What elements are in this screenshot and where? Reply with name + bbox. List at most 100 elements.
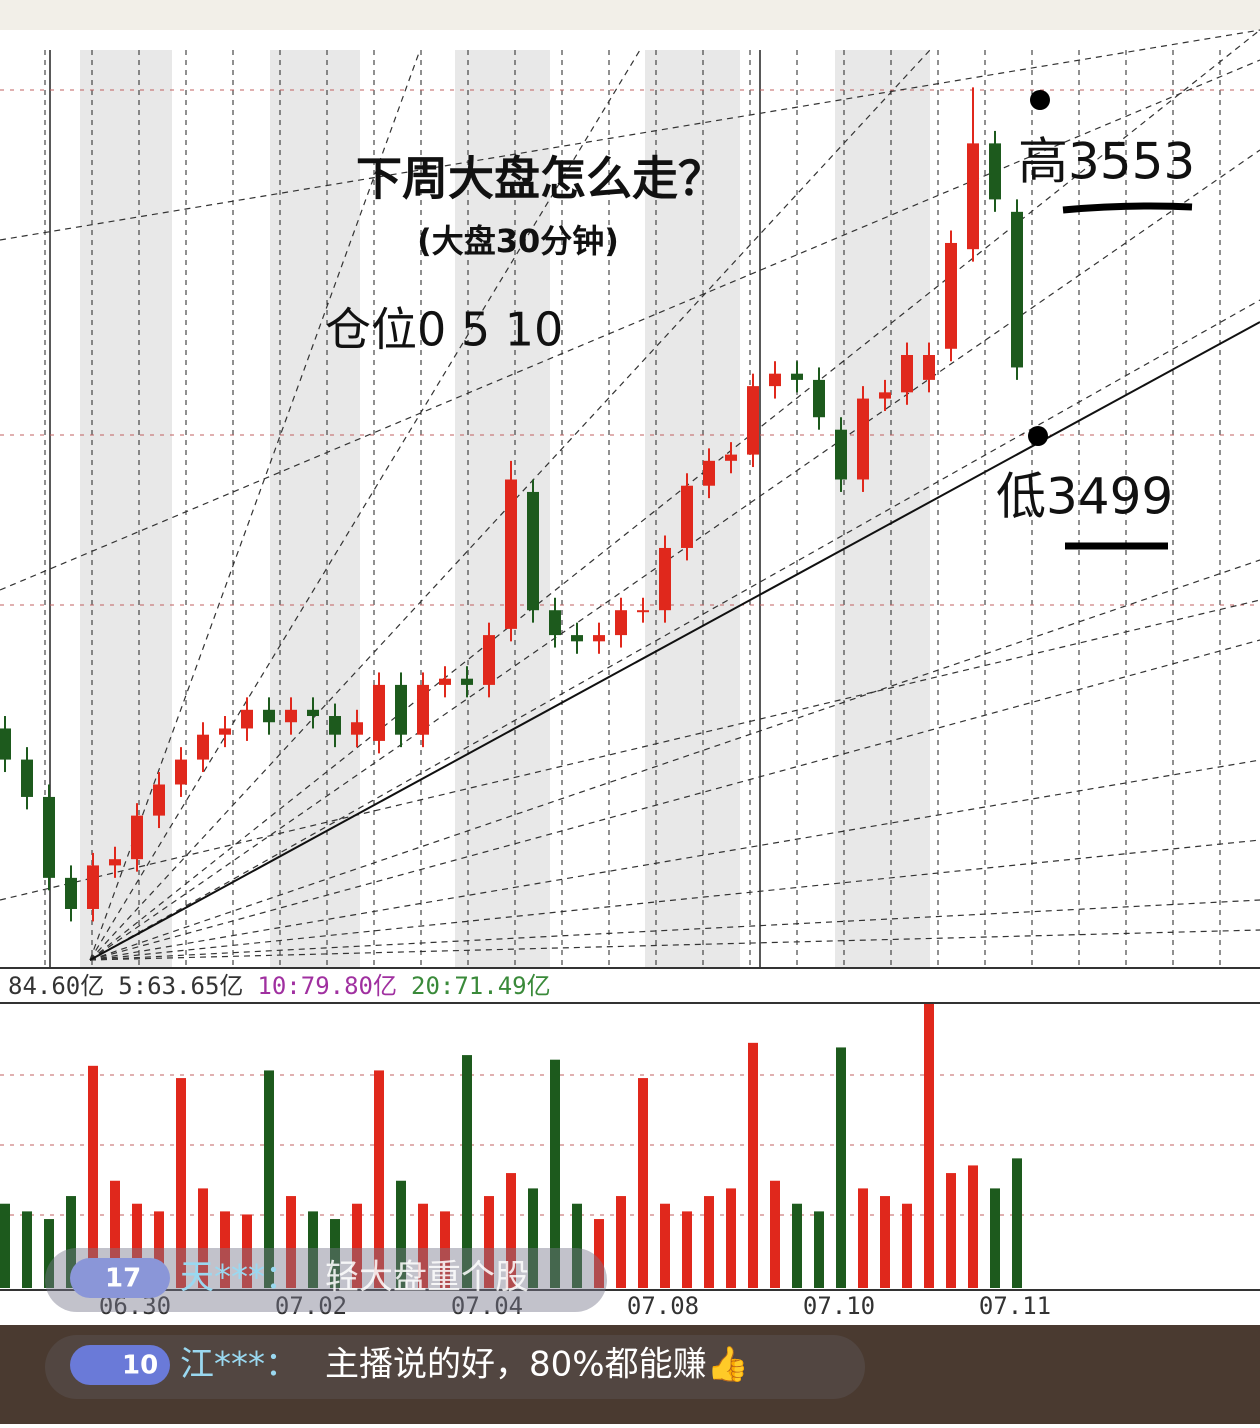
candle-body [571,635,583,642]
volume-bar [726,1188,736,1288]
comment-user: 天***： [180,1258,299,1298]
candle-body [219,728,231,735]
x-tick-label: 07.02 [275,1292,347,1320]
fan-line [89,559,1260,961]
candle-body [285,709,297,723]
candle-body [593,635,605,642]
day-band [80,50,172,968]
volume-bar [88,1065,98,1288]
day-band [270,50,360,968]
volume-legend-entry: 20:71.49亿 [411,972,551,1000]
volume-bar [22,1211,32,1288]
candle-body [659,547,671,611]
candle-body [417,684,429,735]
annotation: 高3553 [1018,133,1195,191]
candle-body [175,759,187,785]
volume-bar [968,1165,978,1288]
fan-line [0,599,1260,901]
guides [0,29,1260,1216]
badge [70,1345,170,1385]
candle-body [329,716,341,735]
comment-text: 主播说的好，80%都能赚👍 [325,1345,749,1385]
volume-bar [660,1203,670,1288]
volume-bar [748,1042,758,1288]
candle-body [197,734,209,760]
candle-body [263,709,275,723]
volume-bar [792,1203,802,1288]
volume-bar [308,1211,318,1288]
fan-line [0,29,1260,241]
chart-subtitle: (大盘30分钟) [417,222,619,260]
candle-body [813,379,825,418]
fan-line [0,59,1260,591]
volume-bar [396,1180,406,1288]
annotation-dot [1028,426,1048,446]
candle-body [505,479,517,629]
fan-line [89,839,1260,961]
candle-body [989,143,1001,200]
volume-legend: 84.60亿 5:63.65亿 10:79.80亿 20:71.49亿 [8,972,551,1000]
fan-line [89,29,1260,961]
volume-bar [880,1196,890,1288]
volume-bar [550,1059,560,1288]
candle-body [945,242,957,349]
volume-bar [902,1203,912,1288]
candle-body [87,865,99,909]
volume-bar [440,1211,450,1288]
volume-legend-entry: 5:63.65亿 [118,972,243,1000]
candle-body [461,678,473,685]
candle-body [791,373,803,380]
candle-body [967,143,979,250]
candle-body [835,429,847,480]
candle-body [637,610,649,613]
candle-body [1011,211,1023,368]
fan-line [89,639,1260,961]
candle-body [769,373,781,387]
fan-line [89,899,1260,961]
volume-bar [154,1211,164,1288]
candle-body [0,728,11,760]
candle-body [109,859,121,866]
volume-bar [352,1203,362,1288]
candle-body [923,355,935,380]
comment-bubble [45,1248,607,1312]
volume-legend-entry: 10:79.80亿 [257,972,397,1000]
candle-body [439,678,451,685]
fan-line [89,929,1260,961]
volume-bar [770,1180,780,1288]
volume-bar [66,1196,76,1288]
candle-body [131,815,143,860]
x-tick-label: 07.10 [803,1292,875,1320]
volume-bar [638,1078,648,1288]
candle-body [65,877,77,909]
x-tick-label: 07.08 [627,1292,699,1320]
comment-user: 江***： [180,1345,299,1385]
trend-line [89,321,1260,961]
x-tick-label: 07.04 [451,1292,523,1320]
day-bands [80,50,930,968]
volume-bar [462,1055,472,1288]
volume-bar [242,1214,252,1288]
comment-bubble [45,1335,865,1399]
chart-bg [0,30,1260,1325]
fan-line [89,49,641,961]
volume-bar [264,1070,274,1288]
volume-bar [616,1196,626,1288]
volume-bar [990,1188,1000,1288]
annotation-dot [1030,90,1050,110]
volume-bar [836,1047,846,1288]
candle-body [307,709,319,717]
annotation: 仓位0 5 10 [325,303,563,357]
volume-bar [946,1173,956,1288]
candle-body [21,759,33,797]
volume-bar [594,1219,604,1288]
volume-bar [506,1173,516,1288]
x-tick-label: 07.11 [979,1292,1051,1320]
candle-body [725,454,737,461]
badge [70,1258,170,1298]
volume-bar [330,1219,340,1288]
volume-bar [44,1219,54,1288]
volume-bar [220,1211,230,1288]
candle-body [351,722,363,735]
